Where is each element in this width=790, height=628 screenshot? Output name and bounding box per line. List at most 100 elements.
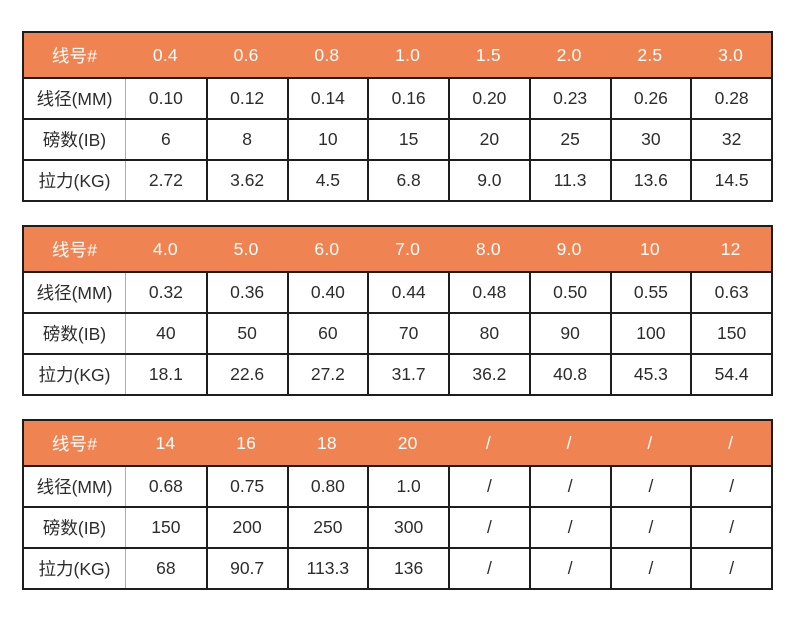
data-cell: 0.40 (286, 273, 368, 312)
data-cell: 0.44 (367, 273, 448, 312)
row-label: 线径(MM) (36, 89, 113, 109)
data-cell: 113.3 (286, 549, 368, 588)
data-cell: 25 (528, 120, 610, 159)
data-cell: 54.4 (690, 355, 771, 394)
data-cell: 3.62 (205, 161, 287, 200)
table-row: 拉力(KG) 18.1 22.6 27.2 31.7 36.2 40.8 45.3 54.4 (24, 353, 771, 394)
header-cell: 4.0 (152, 238, 178, 259)
data-cell: 11.3 (528, 161, 610, 200)
data-cell: / (448, 467, 529, 506)
data-cell: 50 (205, 314, 287, 353)
header-cell: 0.4 (152, 44, 178, 65)
header-cell: 2.5 (637, 44, 663, 65)
header-cell: 7.0 (395, 238, 421, 259)
header-cell: / (485, 432, 491, 453)
data-cell: 6.8 (367, 161, 448, 200)
data-cell: 0.32 (125, 273, 206, 312)
data-cell: / (609, 508, 691, 547)
data-cell: 18.1 (125, 355, 206, 394)
data-cell: 0.48 (448, 273, 529, 312)
data-cell: 9.0 (448, 161, 529, 200)
data-cell: 200 (205, 508, 287, 547)
row-label: 磅数(IB) (42, 130, 107, 150)
data-cell: / (609, 467, 691, 506)
row-label: 磅数(IB) (42, 518, 107, 538)
data-cell: / (690, 467, 771, 506)
data-cell: 30 (609, 120, 691, 159)
spec-table-sizes-4.0-12: 线号# 4.0 5.0 6.0 7.0 8.0 9.0 10 12 线径(MM) 0.32 0.36 0… (22, 225, 773, 396)
table-header-row: 线号# 4.0 5.0 6.0 7.0 8.0 9.0 10 12 (24, 227, 771, 273)
data-cell: 68 (125, 549, 206, 588)
header-cell: / (728, 432, 734, 453)
data-cell: 0.55 (609, 273, 691, 312)
data-cell: / (690, 549, 771, 588)
data-cell: 136 (367, 549, 448, 588)
data-cell: 0.23 (528, 79, 610, 118)
table-row: 磅数(IB) 40 50 60 70 80 90 100 150 (24, 312, 771, 353)
data-cell: 90 (528, 314, 610, 353)
data-cell: 22.6 (205, 355, 287, 394)
row-label: 拉力(KG) (38, 365, 111, 385)
table-row: 磅数(IB) 6 8 10 15 20 25 30 32 (24, 118, 771, 159)
data-cell: / (448, 549, 529, 588)
table-header-row: 线号# 0.4 0.6 0.8 1.0 1.5 2.0 2.5 3.0 (24, 33, 771, 79)
data-cell: / (690, 508, 771, 547)
data-cell: 20 (448, 120, 529, 159)
header-cell: 9.0 (556, 238, 582, 259)
data-cell: 70 (367, 314, 448, 353)
data-cell: 45.3 (609, 355, 691, 394)
header-cell: / (647, 432, 653, 453)
data-cell: 0.20 (448, 79, 529, 118)
header-cell: 16 (236, 432, 257, 453)
header-cell: 14 (155, 432, 176, 453)
data-cell: 0.80 (286, 467, 368, 506)
data-cell: 80 (448, 314, 529, 353)
data-cell: 40 (125, 314, 206, 353)
data-cell: 300 (367, 508, 448, 547)
data-cell: 0.68 (125, 467, 206, 506)
data-cell: 150 (125, 508, 206, 547)
data-cell: 1.0 (367, 467, 448, 506)
table-header-row: 线号# 14 16 18 20 / / / / (24, 421, 771, 467)
header-cell: 6.0 (314, 238, 340, 259)
data-cell: 0.16 (367, 79, 448, 118)
data-cell: 8 (205, 120, 287, 159)
header-cell: 20 (397, 432, 418, 453)
header-cell: 3.0 (718, 44, 744, 65)
spec-table-sizes-0.4-3.0: 线号# 0.4 0.6 0.8 1.0 1.5 2.0 2.5 3.0 线径(MM) 0.10 0.1… (22, 31, 773, 202)
data-cell: / (528, 508, 610, 547)
data-cell: 90.7 (205, 549, 287, 588)
data-cell: 150 (690, 314, 771, 353)
header-cell: 1.5 (475, 44, 501, 65)
data-cell: 14.5 (690, 161, 771, 200)
table-row: 拉力(KG) 68 90.7 113.3 136// / / (24, 547, 771, 588)
data-cell: 0.14 (286, 79, 368, 118)
data-cell: 40.8 (528, 355, 610, 394)
header-cell: 5.0 (233, 238, 259, 259)
data-cell: / (448, 508, 529, 547)
header-cell: 0.8 (314, 44, 340, 65)
table-row: 线径(MM) 0.32 0.36 0.40 0.44 0.48 0.50 0.55 0.63 (24, 273, 771, 312)
spec-table-sizes-14-20: 线号# 14 16 18 20// / / 线径(MM) 0.68 0.75 0.80 1.0// / /… (22, 419, 773, 590)
table-row: 磅数(IB) 150 200 250 300// / / (24, 506, 771, 547)
header-cell: 12 (720, 238, 741, 259)
header-cell: 10 (639, 238, 660, 259)
header-cell: 8.0 (475, 238, 501, 259)
data-cell: 10 (286, 120, 368, 159)
data-cell: 4.5 (286, 161, 368, 200)
table-row: 拉力(KG) 2.72 3.62 4.5 6.8 9.0 11.3 13.6 14.5 (24, 159, 771, 200)
data-cell: 0.63 (690, 273, 771, 312)
data-cell: 36.2 (448, 355, 529, 394)
header-label: 线号# (51, 45, 98, 66)
row-label: 拉力(KG) (38, 559, 111, 579)
data-cell: 0.26 (609, 79, 691, 118)
data-cell: 15 (367, 120, 448, 159)
data-cell: 6 (125, 120, 206, 159)
data-cell: / (528, 467, 610, 506)
table-row: 线径(MM) 0.10 0.12 0.14 0.16 0.20 0.23 0.26 0.28 (24, 79, 771, 118)
header-label: 线号# (51, 239, 98, 260)
data-cell: 60 (286, 314, 368, 353)
row-label: 线径(MM) (36, 477, 113, 497)
header-cell: 1.0 (395, 44, 421, 65)
